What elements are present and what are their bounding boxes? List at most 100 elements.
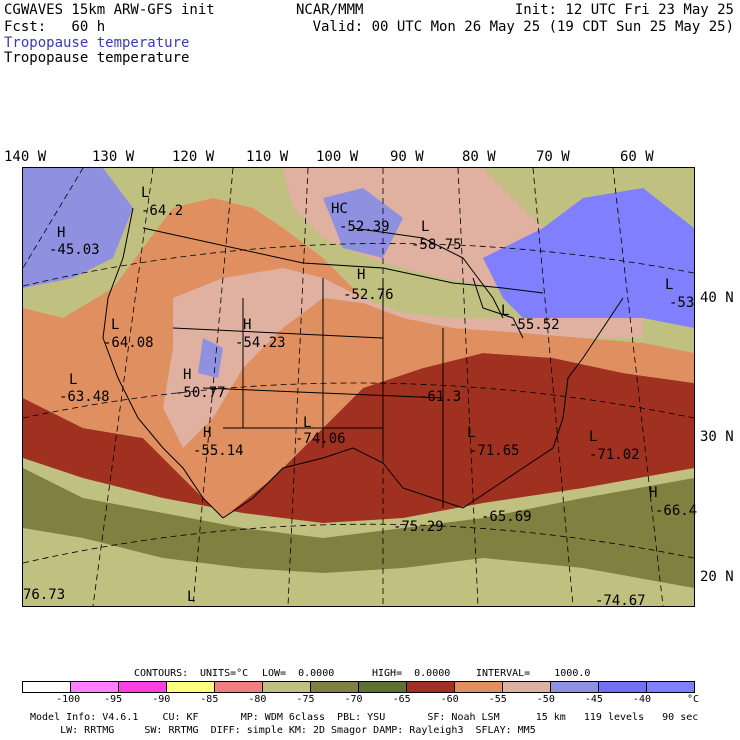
field-name-black: Tropopause temperature	[4, 50, 190, 66]
shade-minus45b	[23, 168, 133, 288]
value-label: -55.52	[509, 317, 560, 333]
color-tick-label: -80	[248, 694, 267, 705]
tropopause-temperature-map: L -64.2 H -45.03 HC -52.39 L -58.75 H -5…	[22, 167, 698, 609]
value-label: -61.3	[419, 389, 462, 405]
color-swatch	[311, 682, 359, 692]
color-tick-label: -60	[440, 694, 459, 705]
color-swatch	[23, 682, 71, 692]
value-label: -65.69	[481, 509, 532, 525]
low-marker: L	[665, 277, 674, 293]
shade-minus55	[163, 268, 643, 448]
value-label: -52.76	[343, 287, 394, 303]
color-swatch	[455, 682, 503, 692]
color-tick-label: -95	[104, 694, 123, 705]
low-marker: L	[141, 185, 150, 201]
value-label: -54.23	[235, 335, 286, 351]
graticule	[23, 168, 694, 606]
color-tick-label: -100	[56, 694, 81, 705]
color-tick-label: -90	[152, 694, 171, 705]
lon-label: 130 W	[92, 149, 135, 165]
color-tick-label: -45	[584, 694, 603, 705]
high-marker: H	[243, 317, 252, 333]
lon-label: 140 W	[4, 149, 47, 165]
low-marker: L	[303, 415, 312, 431]
low-marker: L	[589, 429, 598, 445]
color-swatch	[599, 682, 647, 692]
org-label: NCAR/MMM	[296, 2, 364, 18]
high-marker: H	[57, 225, 66, 241]
color-tick-label: -55	[488, 694, 507, 705]
value-label: -64.2	[141, 203, 184, 219]
color-swatch	[551, 682, 599, 692]
valid-time: Valid: 00 UTC Mon 26 May 25 (19 CDT Sun …	[312, 19, 734, 35]
high-marker: H	[183, 367, 192, 383]
value-label: -71.02	[589, 447, 640, 463]
model-title: CGWAVES 15km ARW-GFS init	[4, 2, 215, 18]
color-swatch	[215, 682, 263, 692]
lon-label: 80 W	[462, 149, 496, 165]
lon-label: 90 W	[390, 149, 424, 165]
value-label: -45.03	[49, 242, 100, 258]
low-marker: L	[111, 317, 120, 333]
color-swatch	[263, 682, 311, 692]
lat-label: 20 N	[700, 569, 734, 585]
color-swatch	[71, 682, 119, 692]
color-scale-ticks: -100 -95 -90 -85 -80 -75 -70 -65 -60 -55 -50 -45 -40…	[22, 694, 699, 707]
color-tick-label: -85	[200, 694, 219, 705]
high-marker: H	[203, 425, 212, 441]
low-marker: L	[421, 219, 430, 235]
color-scale-bar	[22, 681, 695, 693]
low-marker: L	[187, 589, 196, 605]
value-label: -50.77	[175, 385, 226, 401]
model-info-line2: LW: RRTMG SW: RRTMG DIFF: simple KM: 2D …	[30, 725, 536, 736]
color-tick-label: -65	[392, 694, 411, 705]
value-label: -53	[669, 295, 695, 311]
low-marker: L	[467, 425, 476, 441]
high-marker: H	[649, 485, 658, 501]
map-canvas	[23, 168, 694, 606]
value-label: -74.06	[295, 431, 346, 447]
lon-label: 60 W	[620, 149, 654, 165]
coastlines	[102, 207, 624, 519]
color-swatch	[359, 682, 407, 692]
color-unit-label: °C	[687, 694, 700, 705]
value-label: -52.39	[339, 219, 390, 235]
lon-label: 120 W	[172, 149, 215, 165]
contours-interval: INTERVAL= 1000.0	[476, 668, 591, 679]
contours-label: CONTOURS:	[134, 668, 189, 679]
value-label: -63.48	[59, 389, 110, 405]
color-swatch	[503, 682, 551, 692]
low-marker: L	[501, 303, 510, 319]
value-label: -66.4	[655, 503, 698, 519]
value-label: -74.67	[595, 593, 646, 609]
color-tick-label: -50	[536, 694, 555, 705]
lon-label: 70 W	[536, 149, 570, 165]
value-label: -75.29	[393, 519, 444, 535]
init-time: Init: 12 UTC Fri 23 May 25	[514, 2, 734, 18]
color-swatch	[407, 682, 455, 692]
value-label: -64.08	[103, 335, 154, 351]
value-label: -71.65	[469, 443, 520, 459]
low-marker: L	[69, 372, 78, 388]
contours-high: HIGH= 0.0000	[372, 668, 451, 679]
high-marker: HC	[331, 201, 348, 217]
shade-minus45	[483, 188, 694, 328]
high-marker: H	[357, 267, 366, 283]
shade-minus65	[23, 353, 694, 523]
forecast-hour: Fcst: 60 h	[4, 19, 106, 35]
value-label: -58.75	[411, 237, 462, 253]
value-label: -55.14	[193, 443, 244, 459]
field-name-blue: Tropopause temperature	[4, 35, 190, 51]
contours-low: LOW= 0.0000	[262, 668, 335, 679]
value-label: 76.73	[23, 587, 66, 603]
model-info-line1: Model Info: V4.6.1 CU: KF MP: WDM 6class…	[30, 712, 699, 723]
lon-label: 110 W	[246, 149, 289, 165]
shade-minus70	[23, 468, 694, 588]
color-swatch	[119, 682, 167, 692]
lat-label: 30 N	[700, 429, 734, 445]
color-tick-label: -70	[344, 694, 363, 705]
contours-units: UNITS=°C	[200, 668, 249, 679]
lon-label: 100 W	[316, 149, 359, 165]
color-tick-label: -40	[632, 694, 651, 705]
lat-label: 40 N	[700, 290, 734, 306]
